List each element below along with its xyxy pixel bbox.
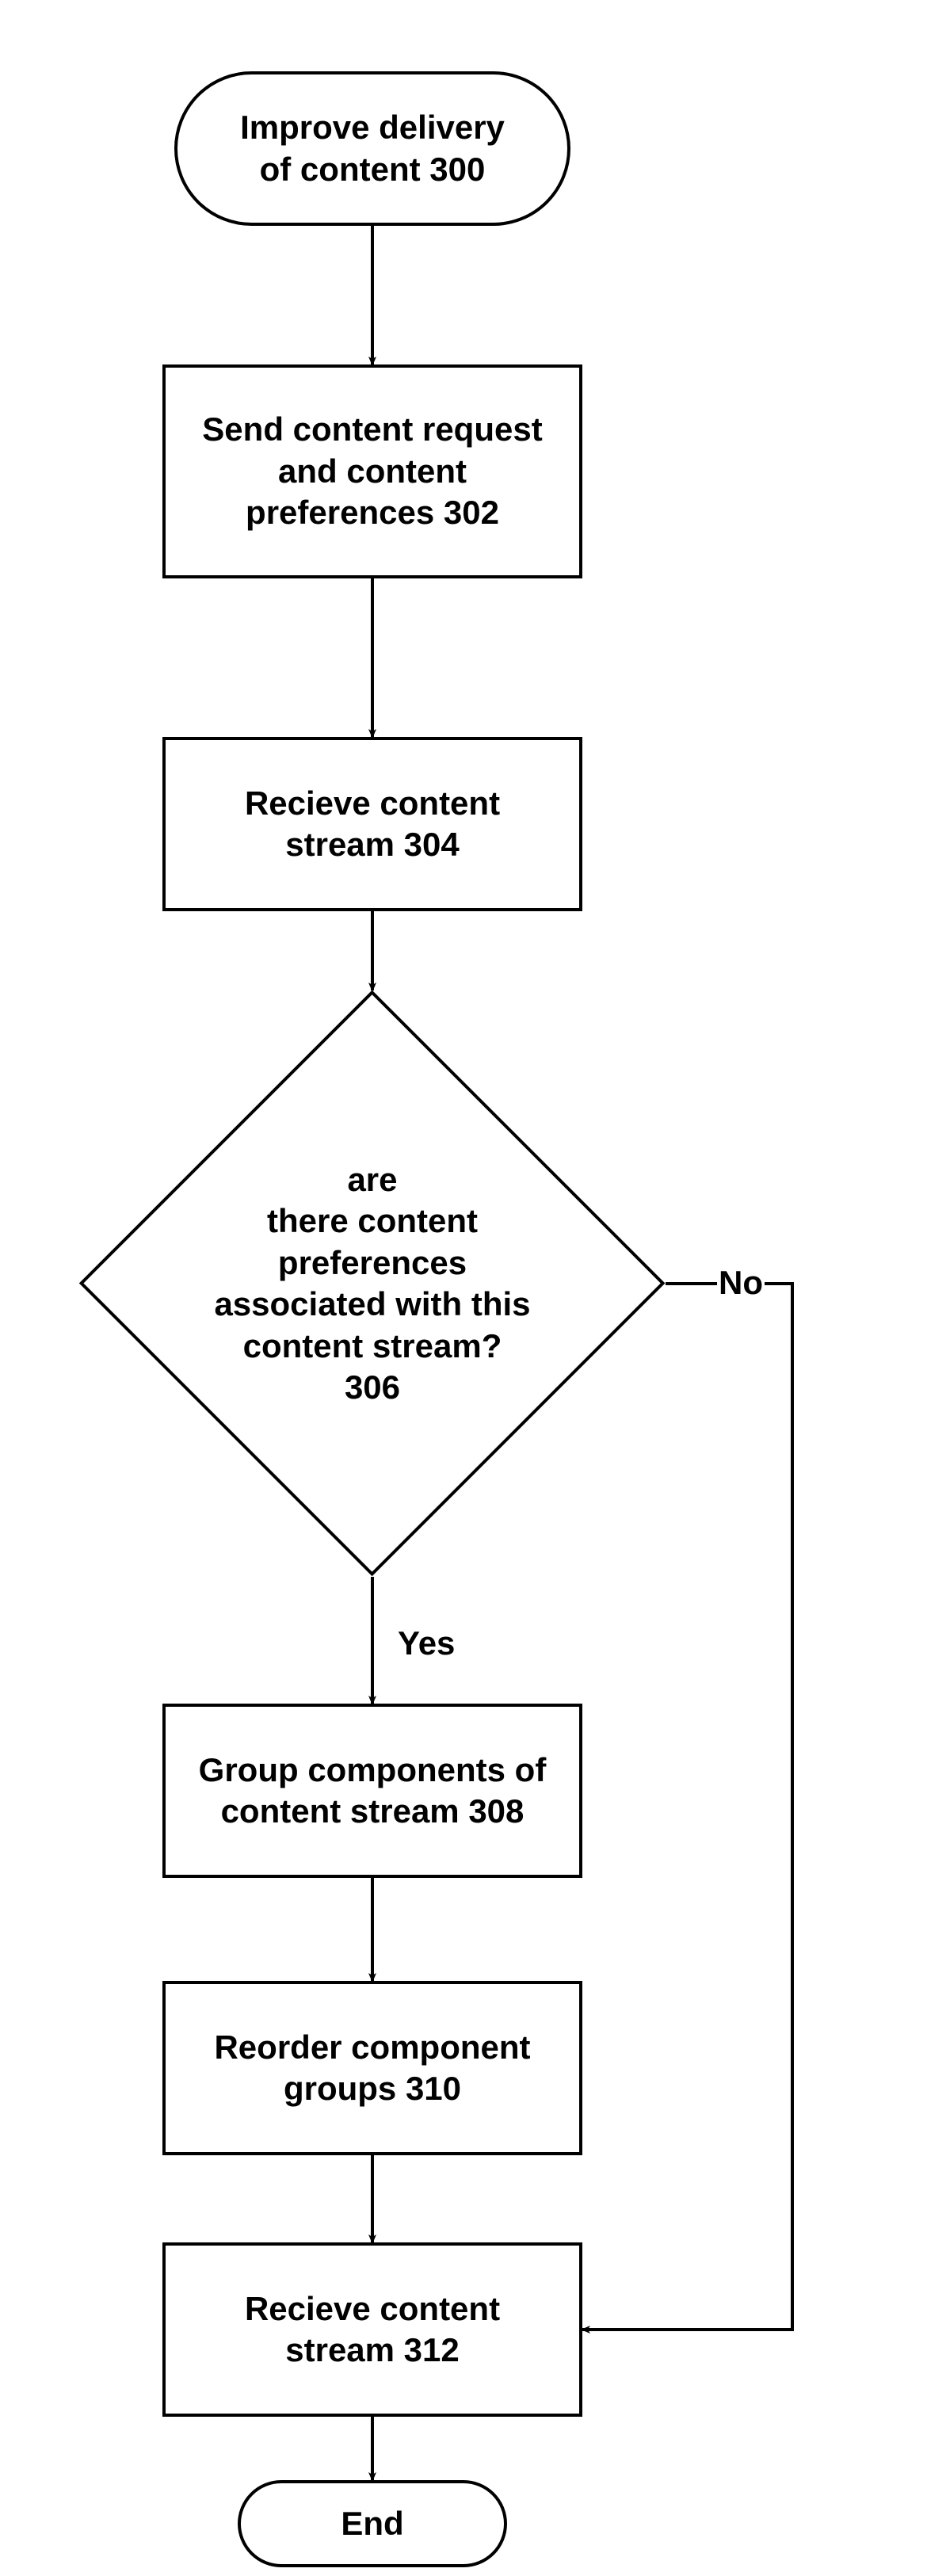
flowchart-canvas: Improve deliveryof content 300 Send cont… [0,0,927,2576]
node-label: End [341,2503,403,2545]
edge-label-yes: Yes [396,1624,456,1662]
node-label: Improve deliveryof content 300 [240,107,505,190]
process-receive-stream-312: Recieve contentstream 312 [162,2242,582,2417]
node-label: Reorder componentgroups 310 [214,2027,530,2110]
process-group-components-308: Group components ofcontent stream 308 [162,1704,582,1878]
terminator-improve-delivery-300: Improve deliveryof content 300 [174,71,570,226]
edge-label-no: No [717,1264,765,1302]
node-label: arethere contentpreferencesassociated wi… [79,990,666,1577]
node-label: Recieve contentstream 304 [245,783,500,866]
node-label: Group components ofcontent stream 308 [199,1750,547,1833]
process-reorder-groups-310: Reorder componentgroups 310 [162,1981,582,2155]
decision-preferences-associated-306: arethere contentpreferencesassociated wi… [79,990,666,1577]
node-label: Send content requestand contentpreferenc… [202,409,542,534]
node-label: Recieve contentstream 312 [245,2288,500,2372]
process-send-request-302: Send content requestand contentpreferenc… [162,364,582,578]
process-receive-stream-304: Recieve contentstream 304 [162,737,582,911]
terminator-end: End [238,2480,507,2567]
